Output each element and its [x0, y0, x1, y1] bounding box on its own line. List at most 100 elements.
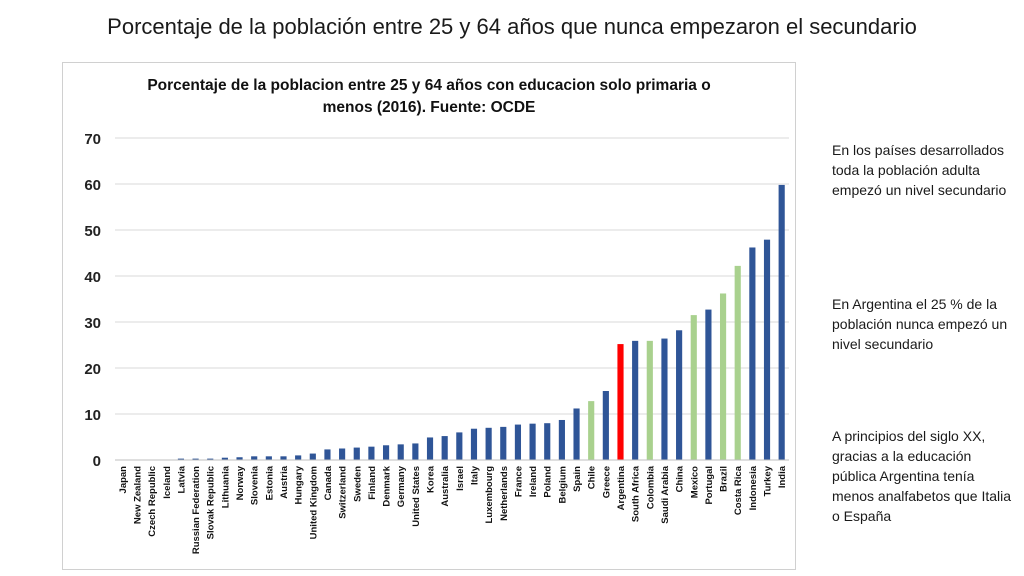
- bar-estonia: [265, 456, 272, 460]
- chart-title: Porcentaje de la poblacion entre 25 y 64…: [63, 75, 795, 119]
- bar-turkey: [763, 239, 771, 460]
- x-tick-label: Portugal: [704, 466, 715, 505]
- x-tick-label: Australia: [440, 465, 451, 506]
- bar-netherlands: [500, 426, 507, 460]
- x-tick-label: Estonia: [264, 465, 275, 500]
- x-tick-label: Chile: [587, 466, 598, 489]
- chart-frame: Porcentaje de la poblacion entre 25 y 64…: [62, 62, 796, 570]
- bar-united-states: [412, 443, 419, 460]
- bar-saudi-arabia: [661, 338, 668, 460]
- bar-greece: [602, 391, 609, 460]
- bar-chart: 0 10 20 30 40 50 60 70 Japan New Zealand Czech Rep…: [84, 131, 789, 554]
- x-tick-label: Argentina: [616, 465, 627, 510]
- x-tick-label: Spain: [572, 466, 583, 492]
- bar-argentina: [617, 344, 624, 460]
- x-tick-label: China: [675, 465, 686, 492]
- note-developed-countries: En los países desarrollados toda la pobl…: [832, 142, 1007, 198]
- bar-portugal: [705, 309, 712, 460]
- bar-switzerland: [339, 448, 346, 460]
- bar-lithuania: [221, 457, 228, 460]
- x-tick-label: New Zealand: [132, 466, 143, 524]
- x-tick-label: Russian Federation: [191, 466, 202, 554]
- x-tick-label: Denmark: [382, 465, 393, 506]
- y-tick-label: 10: [84, 407, 101, 424]
- x-tick-label: Ireland: [528, 466, 539, 497]
- bar-india: [778, 184, 785, 461]
- bar-indonesia: [749, 247, 756, 460]
- x-tick-label: Latvia: [176, 465, 187, 493]
- x-tick-label: Indonesia: [748, 465, 759, 510]
- chart-title-line-1: Porcentaje de la poblacion entre 25 y 64…: [147, 77, 711, 94]
- bar-south-africa: [632, 340, 639, 460]
- x-tick-label: Belgium: [557, 466, 568, 503]
- x-tick-label: Switzerland: [338, 466, 349, 519]
- bar-norway: [236, 457, 243, 460]
- bar-belgium: [558, 419, 565, 460]
- x-tick-label: Sweden: [352, 466, 363, 502]
- x-tick-label: Luxembourg: [484, 466, 495, 524]
- x-tick-label: Greece: [601, 466, 612, 498]
- bar-russian-federation: [192, 458, 199, 460]
- bar-slovak-republic: [207, 458, 214, 460]
- y-tick-label: 70: [84, 131, 101, 148]
- x-tick-label: Costa Rica: [733, 465, 744, 515]
- x-tick-label: Norway: [235, 465, 246, 500]
- x-tick-label: Mexico: [689, 466, 700, 498]
- x-tick-label: Austria: [279, 465, 290, 498]
- y-tick-label: 0: [93, 453, 101, 470]
- note-argentina: En Argentina el 25 % de la población nun…: [832, 296, 1008, 352]
- bar-slovenia: [251, 456, 258, 460]
- x-tick-label: Turkey: [763, 465, 774, 496]
- bar-poland: [544, 423, 551, 460]
- bar-france: [514, 424, 522, 460]
- bar-austria: [280, 456, 287, 460]
- x-tick-label: India: [777, 465, 788, 488]
- bar-canada: [324, 449, 331, 460]
- bar-australia: [441, 436, 448, 460]
- x-tick-label: Iceland: [162, 466, 173, 499]
- x-tick-label: United States: [411, 466, 422, 527]
- bar-hungary: [295, 455, 302, 460]
- bar-italy: [470, 428, 478, 460]
- bar-costa-rica: [734, 265, 741, 460]
- bar-united-kingdom: [309, 453, 316, 460]
- x-tick-label: Japan: [118, 466, 129, 494]
- bar-chile: [588, 401, 595, 460]
- y-tick-label: 40: [84, 269, 101, 286]
- bar-finland: [368, 446, 375, 460]
- bar-germany: [397, 444, 404, 460]
- y-tick-label: 50: [84, 223, 101, 240]
- chart-title-line-2: menos (2016). Fuente: OCDE: [322, 99, 536, 116]
- bar-korea: [426, 437, 434, 460]
- x-tick-label: United Kingdom: [308, 466, 319, 539]
- y-tick-label: 60: [84, 177, 101, 194]
- x-tick-label: Czech Republic: [147, 466, 158, 537]
- bar-brazil: [719, 293, 727, 460]
- x-tick-label: South Africa: [631, 465, 642, 522]
- bar-spain: [573, 408, 580, 460]
- x-tick-label: Canada: [323, 465, 334, 500]
- y-tick-label: 30: [84, 315, 101, 332]
- x-tick-label: Finland: [367, 466, 378, 500]
- x-tick-label: Poland: [543, 466, 554, 498]
- slide-title: Porcentaje de la población entre 25 y 64…: [107, 14, 917, 39]
- x-tick-label: Italy: [469, 465, 480, 485]
- note-history: A principios del siglo XX, gracias a la …: [832, 428, 1012, 524]
- x-tick-label: Netherlands: [499, 466, 510, 521]
- bar-ireland: [529, 423, 536, 460]
- bar-luxembourg: [485, 427, 492, 460]
- x-tick-label: Lithuania: [220, 465, 231, 508]
- bar-china: [676, 330, 683, 460]
- x-tick-label: Hungary: [294, 465, 305, 504]
- bar-colombia: [646, 340, 653, 460]
- x-tick-label: Israel: [455, 466, 466, 491]
- x-tick-label: Korea: [426, 465, 437, 493]
- bar-latvia: [177, 458, 185, 460]
- x-tick-label: Germany: [396, 465, 407, 507]
- x-tick-label: Colombia: [645, 465, 656, 509]
- y-tick-label: 20: [84, 361, 101, 378]
- x-tick-label: Slovak Republic: [206, 466, 217, 539]
- bar-sweden: [353, 447, 360, 460]
- x-tick-label: Slovenia: [250, 465, 261, 505]
- bar-mexico: [690, 315, 697, 460]
